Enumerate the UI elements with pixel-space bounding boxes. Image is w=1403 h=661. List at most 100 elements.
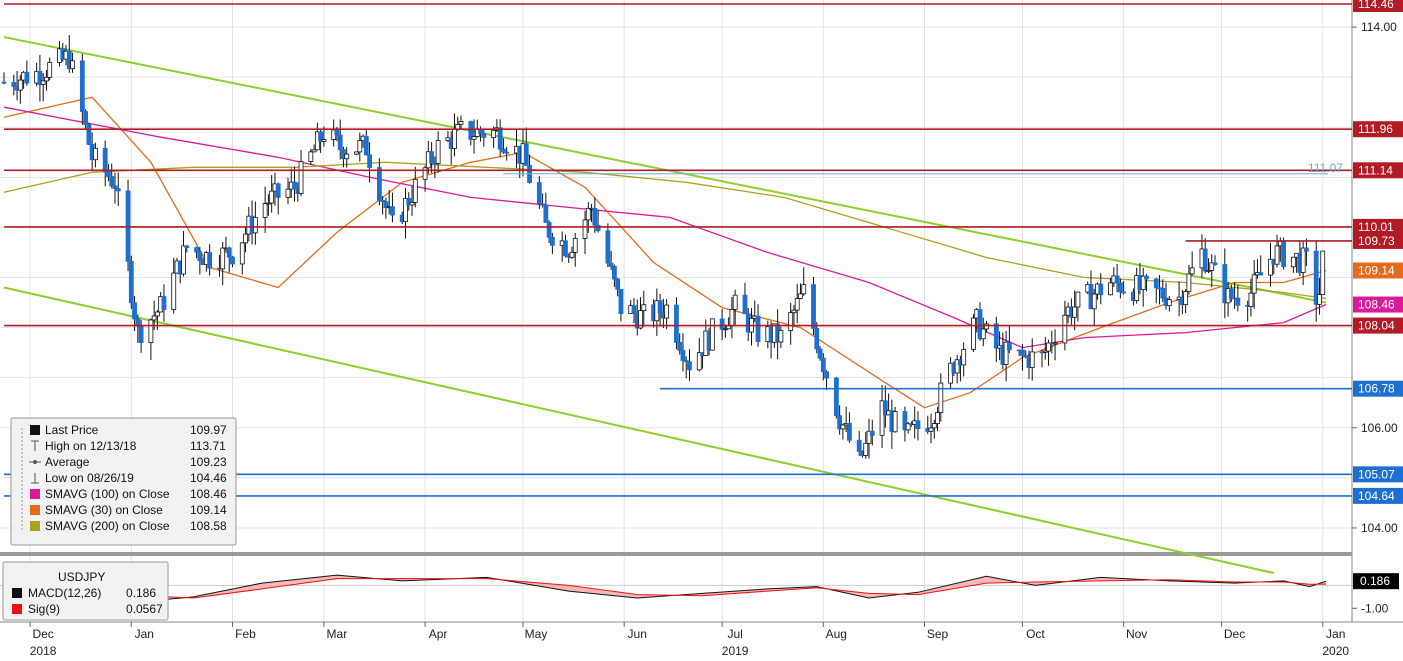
candle-body [677,342,683,351]
candle [109,163,115,189]
candle [696,337,702,372]
candle [543,192,549,223]
candle-body [1062,314,1068,344]
candle-body [755,315,761,342]
candle-body [709,318,715,351]
candle [618,288,624,322]
candle-body [1313,250,1319,305]
candle [549,232,555,255]
candle [83,109,89,129]
trendline [3,286,1274,575]
candle [380,196,386,215]
candle-body [37,70,43,85]
candle [292,166,297,202]
month-label: Nov [1126,627,1147,641]
level-tag [1353,0,1403,13]
candle-body [220,247,226,270]
candle-body [115,188,121,192]
month-label: Jun [628,627,647,641]
legend-high-marker [31,440,39,451]
candle-body [608,262,614,267]
candle [155,309,160,330]
candle [1121,281,1127,295]
candle-body [66,50,72,70]
candle-body [409,202,415,206]
panel-separator [0,552,1352,556]
candle-body [285,188,291,198]
candle-body [546,222,552,238]
level-tag-label: 110.01 [1358,220,1394,234]
moving-average-line [3,96,1327,409]
macd-legend-label: MACD(12,26) [28,586,101,600]
candle [1206,258,1211,274]
candle [971,314,976,352]
candle-body [696,352,702,371]
candle-body [17,79,23,91]
candle [1108,277,1113,296]
candle [409,186,415,216]
candle-body [412,178,418,203]
candle-body [390,206,395,216]
level-tag [1353,317,1403,334]
candle [954,354,960,384]
candle-body [422,167,428,180]
candle [70,52,75,73]
candle [866,418,872,459]
candle-body [866,430,872,444]
candle [820,353,826,381]
candle-body [935,412,940,424]
candle [1248,278,1254,317]
level-tag [1353,218,1403,235]
candle [92,142,98,168]
candle [226,246,232,273]
candle [687,349,692,381]
candle-body [321,139,327,142]
candle [1020,343,1025,371]
candle [572,232,578,267]
candle [1117,278,1123,299]
candle-body [275,183,281,198]
candle [869,419,875,446]
candle [363,129,369,156]
candle-body [618,288,624,314]
candle [243,227,248,253]
candle [595,210,601,233]
candle [1251,259,1257,309]
candle-body [1317,294,1322,305]
candle [794,283,800,324]
candle [390,192,395,223]
candle [631,297,637,323]
candle-body [543,204,549,223]
candle [961,342,967,377]
candle [1144,274,1149,292]
candle [977,302,983,341]
candle-body [605,230,611,264]
candle [24,60,30,86]
candle-body [631,305,637,314]
candle [435,131,441,173]
candle [181,231,186,277]
candle [791,304,797,327]
candle-body [11,82,17,87]
candle-body [86,124,92,145]
candle [615,277,621,297]
candle-body [523,143,529,166]
candle-body [363,135,369,156]
month-label: Jan [1326,627,1345,641]
candle-body [801,284,807,295]
legend-label: SMAVG (100) on Close [45,487,170,501]
candle [719,308,725,341]
candle-body [1046,342,1051,352]
candle-body [380,199,386,203]
level-tag-label: 106.78 [1358,382,1395,396]
legend-value: 108.46 [190,487,227,501]
candle-body [230,256,235,265]
level-tag-label: 114.46 [1358,0,1394,11]
candle-body [778,330,784,343]
candle [1235,284,1241,312]
candle-body [729,308,735,327]
candle [1290,256,1296,273]
candle-body [977,309,983,340]
candle-body [47,61,53,78]
